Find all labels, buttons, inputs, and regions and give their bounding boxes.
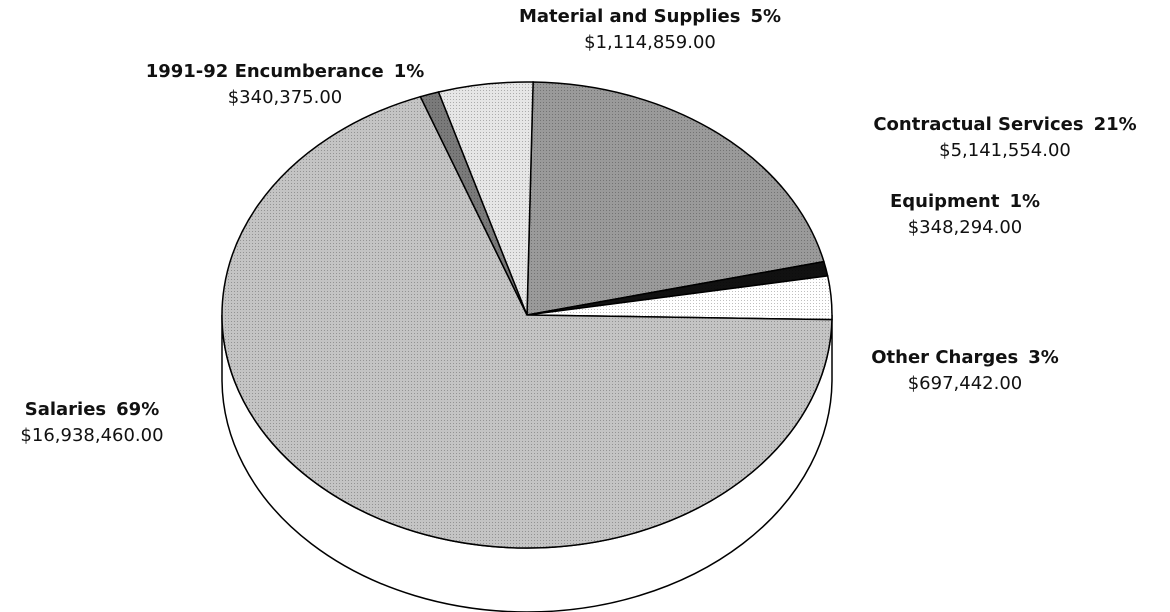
- percent-label: 69%: [116, 399, 159, 420]
- category-name: Salaries: [25, 399, 106, 420]
- amount-label: $348,294.00: [908, 217, 1023, 238]
- pie: [221, 81, 833, 612]
- percent-label: 5%: [750, 6, 781, 27]
- slice-texture: [527, 261, 828, 315]
- percent-label: 3%: [1028, 347, 1059, 368]
- category-name: Contractual Services: [873, 114, 1083, 135]
- slice-texture: [527, 82, 824, 315]
- slice-label: Material and Supplies 5%: [519, 6, 781, 27]
- slice-label: Equipment 1%: [890, 191, 1040, 212]
- amount-label: $5,141,554.00: [939, 140, 1071, 161]
- category-name: 1991-92 Encumberance: [146, 61, 384, 82]
- slice-label: Salaries 69%: [25, 399, 160, 420]
- category-name: Material and Supplies: [519, 6, 740, 27]
- percent-label: 1%: [394, 61, 425, 82]
- category-name: Other Charges: [871, 347, 1018, 368]
- slice-label: 1991-92 Encumberance 1%: [146, 61, 425, 82]
- slice-texture: [438, 82, 534, 315]
- amount-label: $1,114,859.00: [584, 32, 716, 53]
- slice-texture: [527, 275, 832, 320]
- labels: Contractual Services 21% $5,141,554.00 Equi…: [20, 6, 1136, 446]
- amount-label: $340,375.00: [228, 87, 343, 108]
- category-name: Equipment: [890, 191, 1000, 212]
- slice-texture: [420, 92, 527, 315]
- amount-label: $16,938,460.00: [20, 425, 163, 446]
- percent-label: 21%: [1094, 114, 1137, 135]
- slice-label: Other Charges 3%: [871, 347, 1059, 368]
- slice-texture: [222, 96, 832, 548]
- percent-label: 1%: [1009, 191, 1040, 212]
- slice-label: Contractual Services 21%: [873, 114, 1136, 135]
- amount-label: $697,442.00: [908, 373, 1023, 394]
